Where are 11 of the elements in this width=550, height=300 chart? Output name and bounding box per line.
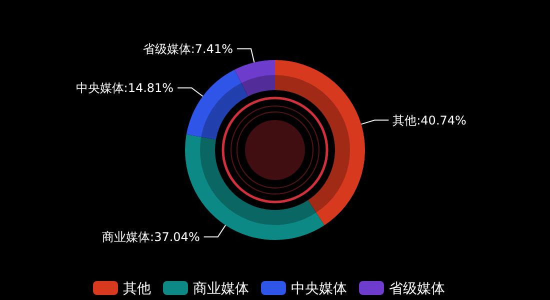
legend-label: 省级媒体 — [389, 280, 445, 297]
legend-label: 其他 — [123, 280, 151, 297]
data-label: 省级媒体:7.41% — [142, 42, 234, 56]
donut-slice — [275, 60, 365, 226]
data-label: 其他:40.74% — [392, 113, 466, 128]
donut-slice — [186, 70, 248, 140]
data-label: 商业媒体:37.04% — [102, 230, 200, 244]
legend-label: 中央媒体 — [291, 280, 347, 297]
donut-slice — [234, 60, 275, 96]
data-label: 中央媒体:14.81% — [76, 81, 174, 96]
legend-label: 商业媒体 — [193, 280, 249, 297]
